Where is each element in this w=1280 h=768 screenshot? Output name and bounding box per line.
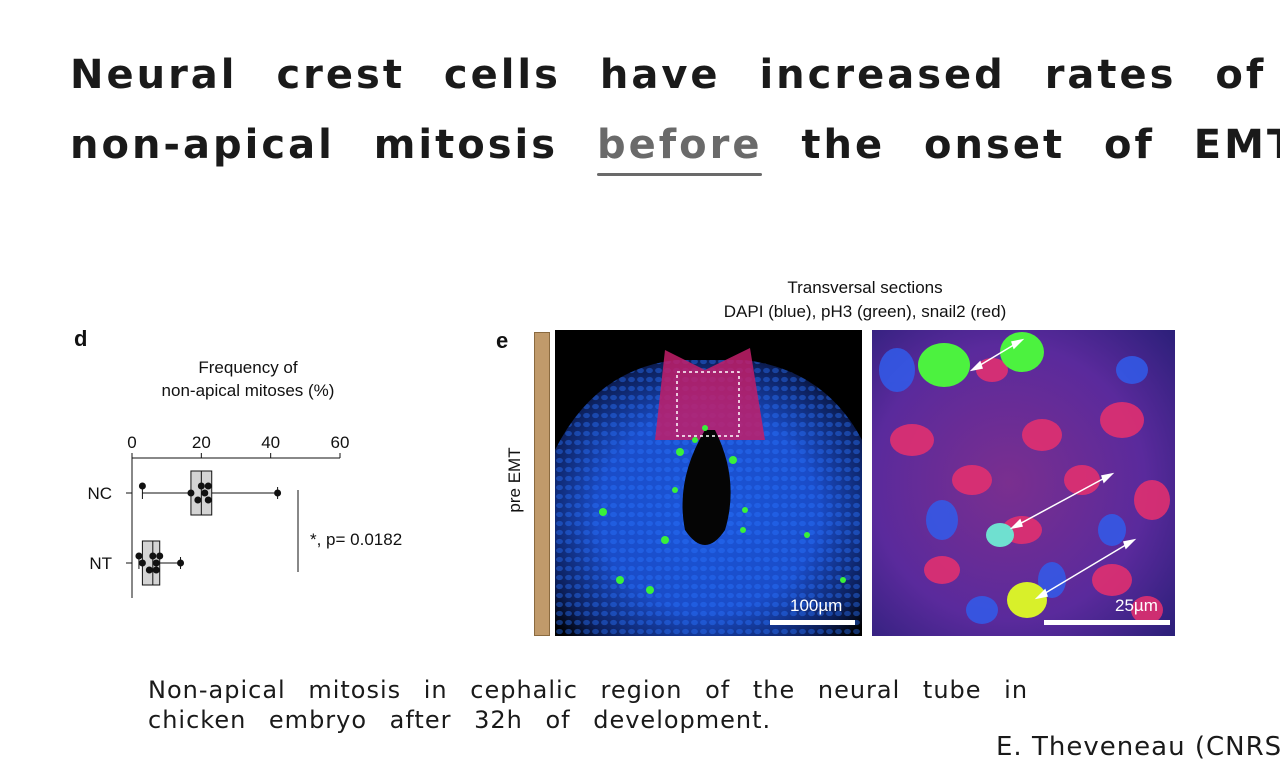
box-plot: 0 20 40 60 NC NT *, p= 0.0182 — [87, 433, 402, 598]
pre-emt-bar — [534, 332, 550, 636]
plot-title-line-2: non-apical mitoses (%) — [161, 381, 335, 400]
data-point — [201, 489, 209, 497]
data-point — [156, 552, 164, 560]
micrograph-overview: 100µm — [555, 330, 862, 636]
pre-emt-label: pre EMT — [505, 447, 524, 513]
panel-d-label: d — [74, 326, 88, 351]
heading-line-2-end: the onset of EMT ! — [801, 122, 1280, 168]
dapi-nuclei — [879, 348, 1148, 624]
plot-title: Frequency of non-apical mitoses (%) — [118, 356, 378, 402]
image-title-line-2: DAPI (blue), pH3 (green), snail2 (red) — [723, 302, 1007, 321]
neural-crest-region — [655, 348, 765, 440]
significance-label: *, p= 0.0182 — [310, 530, 402, 549]
image-title-line-1: Transversal sections — [787, 278, 943, 297]
data-point — [177, 559, 185, 567]
ph3-mitoses — [918, 332, 1047, 618]
caption-line-1: Non-apical mitosis in cephalic region of… — [148, 676, 1029, 704]
data-point — [138, 559, 146, 567]
scale-label-left: 100µm — [790, 596, 842, 615]
heading-line-2: non-apical mitosis before the onset of E… — [70, 122, 1280, 168]
zoom-box — [676, 371, 740, 437]
data-point — [274, 489, 282, 497]
neural-tube-lumen — [682, 430, 731, 545]
data-point — [197, 482, 205, 490]
data-point — [194, 496, 202, 504]
data-point — [145, 566, 153, 574]
micrograph-zoom: 25µm — [872, 330, 1175, 636]
data-point — [187, 489, 195, 497]
data-point — [138, 482, 146, 490]
data-point — [135, 552, 143, 560]
data-point — [149, 552, 157, 560]
scale-bar-right — [1044, 620, 1170, 625]
data-point — [152, 566, 160, 574]
x-tick-label: 40 — [261, 433, 280, 452]
heading-line-2-start: non-apical mitosis — [70, 122, 559, 168]
scale-label-right: 25µm — [1115, 596, 1158, 615]
ph3-positive-cells — [599, 425, 846, 594]
scale-bar-left — [770, 620, 855, 625]
x-tick-label: 60 — [331, 433, 350, 452]
data-point — [204, 482, 212, 490]
x-tick-label: 0 — [127, 433, 136, 452]
division-arrows — [969, 338, 1137, 600]
author-signature: E. Theveneau (CNRS) — [996, 732, 1280, 762]
panel-e-label: e — [496, 328, 509, 353]
snail2-nuclei — [890, 358, 1170, 624]
data-point — [152, 559, 160, 567]
data-point — [204, 496, 212, 504]
heading-emphasis: before — [596, 122, 763, 168]
category-label: NC — [87, 484, 112, 503]
image-title: Transversal sections DAPI (blue), pH3 (g… — [640, 276, 1090, 324]
plot-title-line-1: Frequency of — [198, 358, 298, 377]
caption-line-2: chicken embryo after 32h of development. — [148, 706, 772, 734]
x-tick-label: 20 — [192, 433, 211, 452]
heading-line-1: Neural crest cells have increased rates … — [70, 52, 1267, 98]
category-label: NT — [89, 554, 112, 573]
